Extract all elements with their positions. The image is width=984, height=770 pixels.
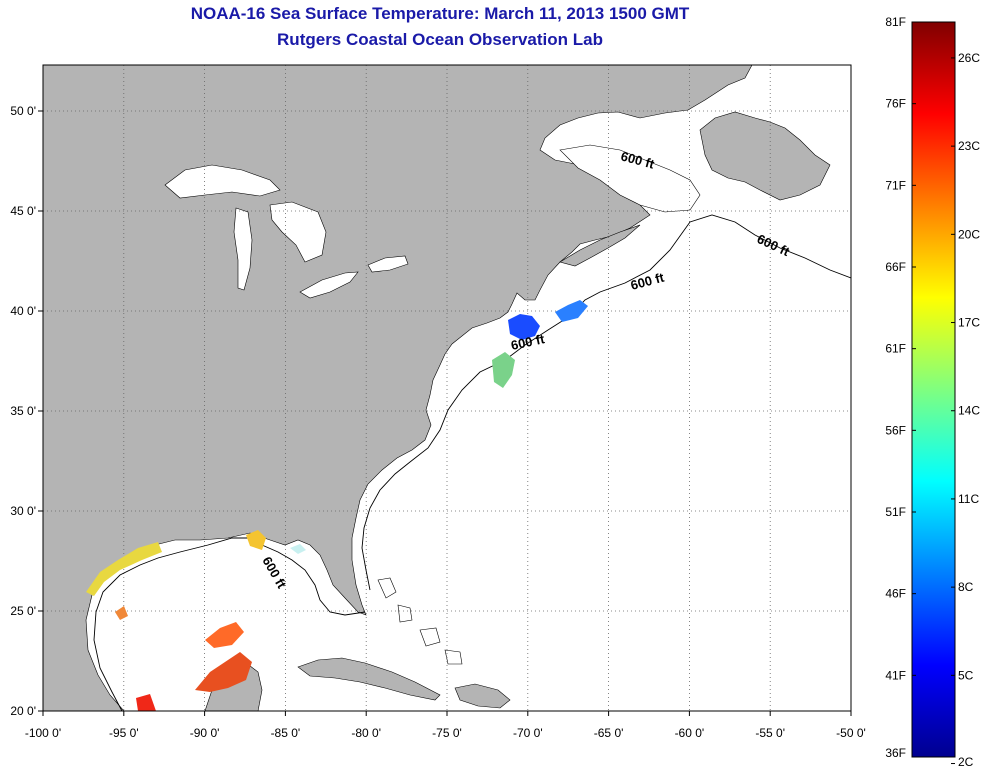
colorbar-c-label: 11C xyxy=(958,492,979,506)
colorbar xyxy=(911,21,956,758)
lat-tick-label: 35 0' xyxy=(10,404,36,418)
land-newfoundland xyxy=(699,111,831,201)
lat-tick-label: 25 0' xyxy=(10,604,36,618)
sst-patch-ne-gulf xyxy=(290,544,306,554)
lake-huron xyxy=(269,201,327,263)
colorbar-c-label: 20C xyxy=(958,227,980,241)
colorbar-f-label: 81F xyxy=(885,15,906,29)
lon-tick-label: -70 0' xyxy=(513,726,543,740)
land-north-america xyxy=(43,65,753,711)
lat-tick-label: 40 0' xyxy=(10,304,36,318)
colorbar-fahrenheit-labels: 81F 76F 71F 66F 61F 56F 51F 46F 41F 36F xyxy=(885,15,916,760)
land-hispaniola xyxy=(454,683,511,709)
lon-tick-label: -80 0' xyxy=(351,726,381,740)
lat-tick-label: 30 0' xyxy=(10,504,36,518)
lon-tick-label: -50 0' xyxy=(836,726,866,740)
colorbar-f-label: 41F xyxy=(885,668,906,682)
sst-patch-florida-panhandle xyxy=(246,530,266,550)
bahamas xyxy=(377,577,463,665)
colorbar-f-label: 61F xyxy=(885,342,906,356)
lon-tick-label: -85 0' xyxy=(271,726,301,740)
lon-tick-label: -60 0' xyxy=(675,726,705,740)
lake-erie xyxy=(299,271,359,299)
colorbar-f-label: 46F xyxy=(885,587,906,601)
latitude-axis: 20 0' 25 0' 30 0' 35 0' 40 0' 45 0' 50 0' xyxy=(10,104,43,718)
lon-tick-label: -95 0' xyxy=(109,726,139,740)
contour-label-600ft-nj: 600 ft xyxy=(510,331,547,353)
lon-tick-label: -100 0' xyxy=(25,726,61,740)
lake-ontario xyxy=(367,255,409,273)
map-subtitle: Rutgers Coastal Ocean Observation Lab xyxy=(277,30,603,49)
sst-patch-loop-current xyxy=(195,652,252,692)
sst-patch-texas xyxy=(86,542,162,596)
contour-600ft xyxy=(93,214,851,711)
lat-tick-label: 20 0' xyxy=(10,704,36,718)
colorbar-c-label: 26C xyxy=(958,51,980,65)
colorbar-c-label: 8C xyxy=(958,580,974,594)
lat-tick-label: 50 0' xyxy=(10,104,36,118)
colorbar-c-label: 14C xyxy=(958,404,980,418)
sst-patch-gulf-maine xyxy=(508,314,540,340)
gulf-st-lawrence xyxy=(559,144,701,213)
lat-tick-label: 45 0' xyxy=(10,204,36,218)
land-nova-scotia xyxy=(559,224,641,267)
sst-patch-midatlantic xyxy=(492,352,515,388)
lake-michigan xyxy=(233,207,253,291)
map-title: NOAA-16 Sea Surface Temperature: March 1… xyxy=(190,4,690,23)
sst-patch-west-gulf xyxy=(115,606,128,620)
lon-tick-label: -90 0' xyxy=(190,726,220,740)
sst-patch-central-gulf xyxy=(205,622,244,648)
longitude-axis: -100 0' -95 0' -90 0' -85 0' -80 0' -75 0' -70… xyxy=(25,711,866,740)
colorbar-f-label: 56F xyxy=(885,423,906,437)
graticule xyxy=(43,65,851,711)
colorbar-f-label: 76F xyxy=(885,97,906,111)
sst-patches xyxy=(86,300,588,711)
colorbar-c-label: 5C xyxy=(958,668,974,682)
colorbar-f-label: 36F xyxy=(885,746,906,760)
colorbar-c-label: 2C xyxy=(958,755,974,769)
colorbar-celsius-labels: 26C 23C 20C 17C 14C 11C 8C 5C 2C xyxy=(951,51,980,769)
sst-patch-georges xyxy=(555,300,588,322)
sst-patch-bay-campeche xyxy=(136,694,156,711)
colorbar-f-label: 51F xyxy=(885,505,906,519)
colorbar-f-label: 71F xyxy=(885,178,906,192)
colorbar-c-label: 23C xyxy=(958,139,980,153)
lon-tick-label: -75 0' xyxy=(432,726,462,740)
lake-superior xyxy=(164,164,281,199)
colorbar-f-label: 66F xyxy=(885,260,906,274)
lon-tick-label: -55 0' xyxy=(755,726,785,740)
lon-tick-label: -65 0' xyxy=(594,726,624,740)
colorbar-c-label: 17C xyxy=(958,316,980,330)
land-cuba xyxy=(297,657,441,701)
